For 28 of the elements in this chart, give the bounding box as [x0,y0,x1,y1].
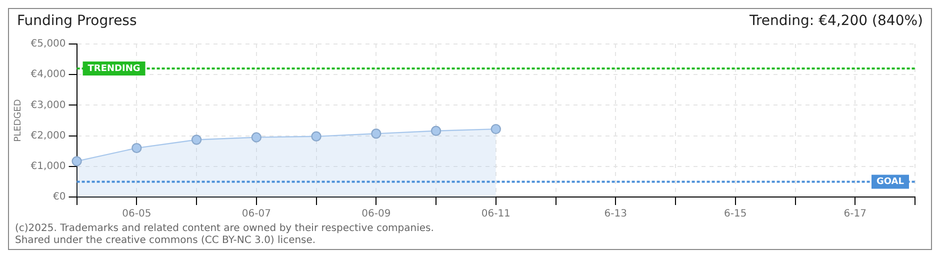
x-tick-label: 6-17 [844,208,866,220]
x-tick-label: 06-09 [362,208,391,220]
point [371,128,382,139]
point [251,132,262,142]
point [490,124,501,134]
y-tick-label: €4,000 [30,69,66,80]
y-tick-label: €0 [53,192,66,203]
y-tick-label: €2,000 [30,130,66,142]
point [191,134,202,145]
x-tick-label: 6-13 [604,208,627,220]
point [311,131,322,142]
point [430,126,442,136]
x-tick-label: 06-05 [122,208,152,220]
ref-line-label: GOAL [876,177,904,188]
x-tick-label: 06-07 [242,208,271,220]
chart-subtitle: Trending: €4,200 (840%) [749,13,923,31]
text: (c)2025. Trademarks and related content are owned by their respective companies. [15,223,435,235]
text: Shared under the creative commons (CC BY-NC 3.0) license. [15,235,317,247]
y-tick-label: €3,000 [30,100,66,111]
ref-line-label: TRENDING [88,64,140,74]
x-tick-label: 06-11 [481,208,510,220]
point [132,142,142,154]
chart-title: Funding Progress [17,13,137,31]
point [72,156,82,166]
y-tick-label: €1,000 [30,160,66,172]
y-tick-label: €5,000 [30,38,66,50]
x-tick-label: 6-15 [724,208,747,220]
y-axis-title: PLEDGED [14,99,24,142]
